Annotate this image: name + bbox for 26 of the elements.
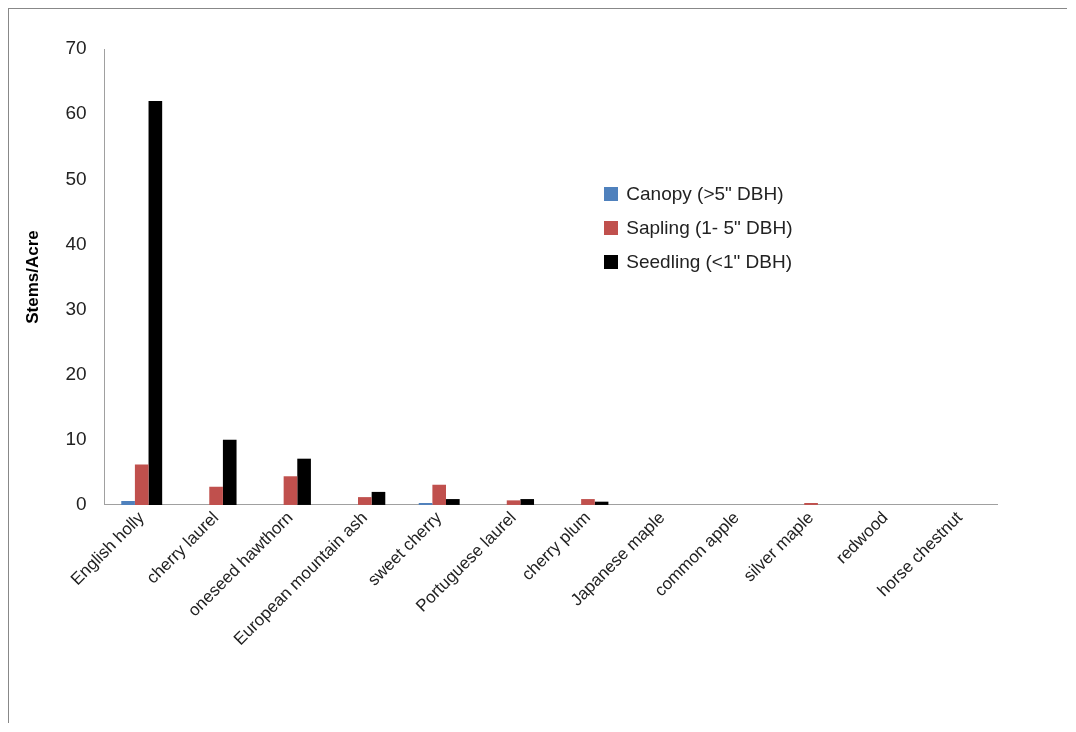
y-tick-label: 60: [65, 102, 87, 124]
y-axis-title: Stems/Acre: [22, 230, 42, 324]
bar: [358, 497, 372, 505]
y-tick-label: 0: [75, 493, 87, 515]
legend-label: Sapling (1- 5" DBH): [626, 216, 793, 239]
bar: [506, 500, 521, 505]
bar: [148, 101, 163, 505]
y-tick-label: 70: [65, 37, 87, 59]
y-tick-label: 50: [65, 167, 87, 189]
bar: [432, 484, 447, 505]
bar: [371, 491, 386, 505]
bar: [134, 464, 149, 505]
y-tick-label: 10: [65, 428, 87, 450]
bar: [297, 458, 311, 505]
y-tick-label: 30: [65, 297, 87, 319]
legend-label: Canopy (>5" DBH): [626, 182, 784, 205]
legend-label: Seedling (<1" DBH): [626, 250, 792, 273]
bar: [283, 476, 298, 505]
bar: [446, 499, 460, 505]
y-tick-label: 40: [65, 232, 87, 254]
bar: [121, 501, 135, 505]
bar: [209, 486, 223, 505]
bar: [520, 499, 535, 505]
y-tick-label: 20: [65, 362, 87, 384]
bar: [581, 499, 595, 505]
bar: [222, 439, 237, 505]
